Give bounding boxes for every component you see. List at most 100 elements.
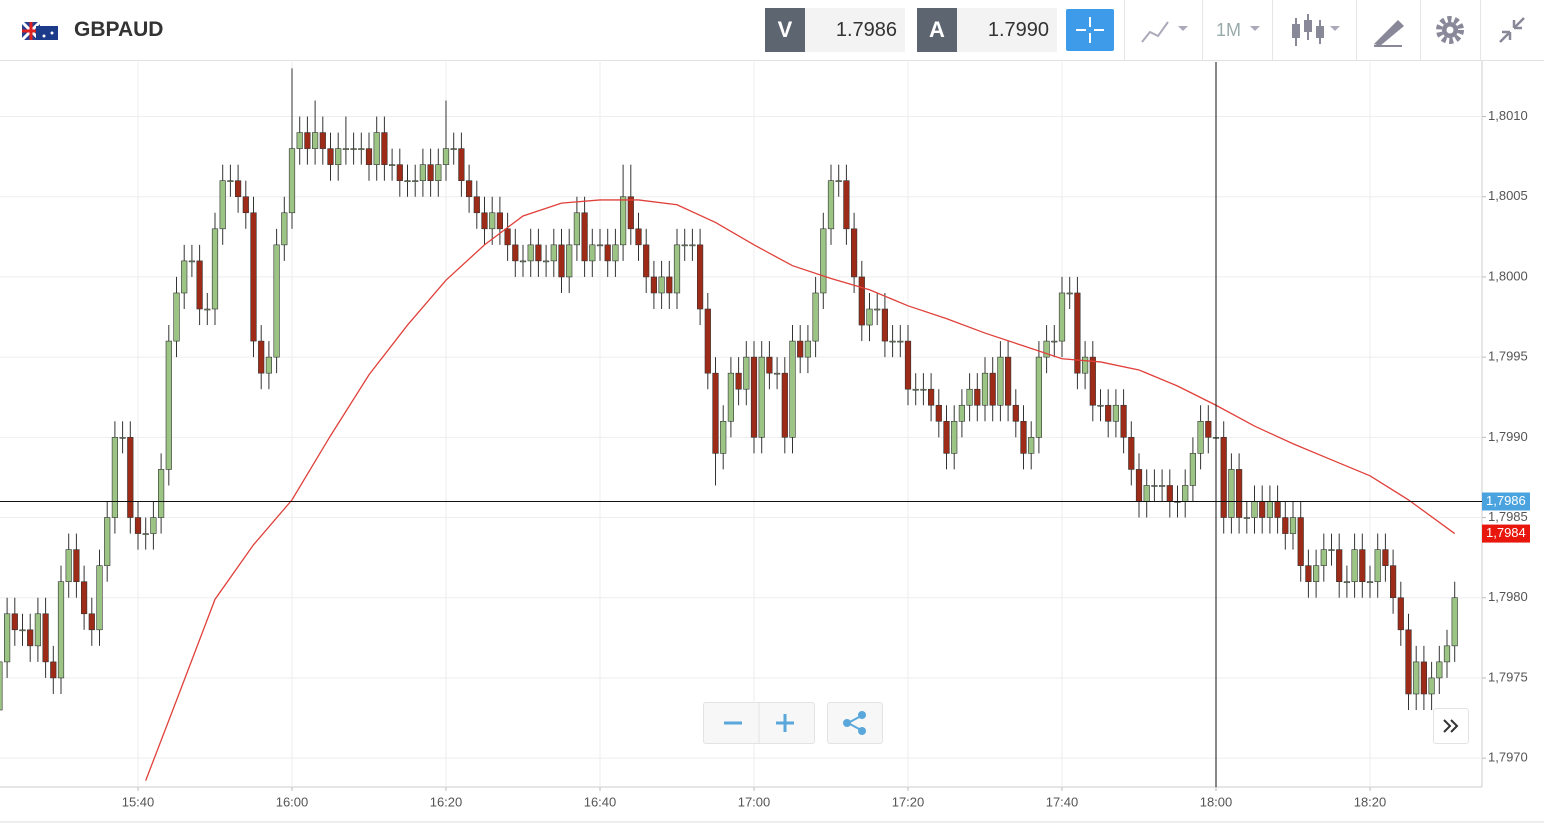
candle-body	[11, 613, 18, 631]
settings-button[interactable]	[1434, 0, 1468, 60]
candle-body	[73, 549, 80, 582]
separator	[1124, 0, 1125, 60]
candle-body	[435, 164, 442, 181]
x-tick-label: 16:40	[584, 794, 617, 809]
timeframe[interactable]: 1M	[1216, 20, 1242, 40]
candle-body	[1420, 661, 1427, 695]
candle-body	[912, 388, 919, 391]
candle-body	[1058, 292, 1066, 342]
candle-body	[958, 404, 965, 422]
scroll-end-button[interactable]	[1433, 708, 1469, 744]
candle-body	[42, 613, 49, 663]
candle-body	[1082, 356, 1089, 374]
candle-body	[296, 132, 303, 149]
separator	[1420, 0, 1421, 60]
candle-body	[827, 180, 835, 230]
candle-body	[173, 292, 180, 342]
candle-body	[1328, 549, 1335, 551]
x-tick-label: 17:20	[892, 794, 925, 809]
candle-body	[219, 180, 226, 230]
candle-body	[1066, 292, 1073, 295]
candle-body	[311, 132, 319, 149]
share-icon[interactable]	[828, 703, 882, 743]
candle-body	[773, 372, 781, 375]
candle-body	[0, 661, 3, 711]
chart-type-button[interactable]	[1138, 0, 1194, 60]
candle-body	[1228, 469, 1235, 518]
candle-body	[288, 148, 296, 214]
moving-average-label: 1,7984	[1486, 525, 1526, 540]
candle-body	[1236, 469, 1243, 518]
candle-button[interactable]	[1288, 0, 1348, 60]
candle-body	[904, 340, 912, 390]
candle-body	[789, 340, 796, 438]
candle-body	[96, 565, 103, 631]
candle-body	[1120, 404, 1127, 438]
candle-body	[866, 308, 873, 326]
candle-body	[1151, 485, 1158, 487]
moving-average-line	[145, 199, 1456, 781]
y-tick-label: 1,8000	[1488, 268, 1528, 283]
candle-body	[835, 180, 842, 182]
candle-body	[1305, 565, 1312, 582]
candle-body	[235, 180, 242, 198]
candle-body	[643, 244, 650, 278]
crosshair-button[interactable]	[1066, 9, 1114, 51]
candle-body	[604, 244, 611, 262]
candle-body	[211, 228, 219, 310]
collapse-button[interactable]	[1496, 0, 1530, 60]
separator	[1202, 0, 1203, 60]
candle-body	[797, 340, 804, 358]
candle-body	[1004, 356, 1012, 406]
candle-body	[181, 260, 188, 294]
candle-body	[750, 356, 758, 438]
candle-body	[465, 180, 473, 198]
candle-body	[1159, 485, 1166, 487]
candle-body	[81, 581, 88, 615]
candle-body	[427, 164, 434, 181]
candle-body	[1189, 453, 1196, 486]
candle-body	[1397, 597, 1404, 631]
draw-button[interactable]	[1370, 0, 1410, 60]
candle-body	[627, 196, 634, 230]
candle-body	[1428, 677, 1435, 695]
crosshair-price-box	[1482, 492, 1530, 511]
y-tick-label: 1,7985	[1488, 509, 1528, 524]
candle-body	[34, 613, 41, 647]
candle-body	[250, 212, 257, 342]
ask-price[interactable]: 1.7990	[957, 8, 1057, 52]
candle-body	[335, 148, 342, 165]
candle-body	[1443, 645, 1451, 663]
candle-body	[258, 340, 265, 374]
candle-body	[1043, 340, 1050, 358]
candle-body	[758, 356, 765, 438]
candle-body	[142, 533, 149, 535]
share-control	[827, 702, 883, 744]
candle-body	[504, 228, 511, 246]
candle-body	[781, 372, 788, 438]
candle-body	[920, 388, 927, 391]
candle-body	[1182, 485, 1189, 502]
candle-body	[612, 244, 619, 262]
x-tick-label: 17:40	[1046, 794, 1079, 809]
candle-body	[450, 148, 457, 150]
candle-body	[581, 212, 588, 262]
candle-body	[951, 420, 958, 454]
candle-body	[1035, 356, 1042, 438]
timeframe-arrow[interactable]	[1248, 0, 1264, 60]
zoom-icons	[724, 703, 794, 743]
zoom-controls	[703, 702, 815, 744]
candle-body	[566, 244, 573, 278]
zoom-in[interactable]	[776, 714, 794, 732]
y-tick-label: 1,7980	[1488, 589, 1528, 604]
candle-body	[304, 132, 311, 149]
candle-body	[897, 340, 904, 343]
ask-label[interactable]: A	[917, 8, 957, 52]
bid-label[interactable]: V	[765, 8, 805, 52]
candle-body	[1359, 549, 1366, 582]
candle-body	[619, 196, 627, 246]
candle-body	[589, 244, 596, 262]
candle-body	[704, 308, 711, 374]
candle-body	[981, 372, 989, 406]
bid-price[interactable]: 1.7986	[805, 8, 905, 52]
